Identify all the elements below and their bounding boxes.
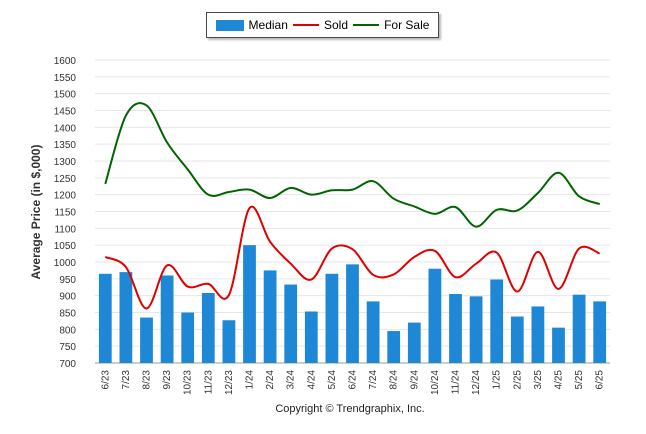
bar-median	[325, 273, 339, 363]
legend: Median Sold For Sale	[206, 12, 439, 38]
bar-median	[428, 268, 442, 363]
bar-median	[366, 301, 380, 363]
y-tick-label: 1150	[54, 208, 76, 219]
x-tick-label: 12/24	[471, 370, 482, 395]
median-bars	[98, 245, 607, 363]
x-tick-label: 10/23	[183, 370, 194, 395]
bar-median	[284, 284, 298, 363]
bar-median	[490, 279, 504, 363]
x-tick-label: 11/23	[203, 370, 214, 395]
y-tick-label: 1450	[54, 107, 77, 118]
x-tick-label: 4/24	[306, 370, 317, 390]
x-tick-label: 1/24	[245, 370, 256, 390]
x-tick-label: 8/24	[389, 370, 400, 390]
legend-label-median: Median	[248, 18, 288, 32]
y-tick-label: 1100	[54, 224, 76, 235]
y-tick-label: 1050	[54, 241, 77, 252]
x-tick-label: 5/24	[327, 370, 338, 390]
x-tick-label: 7/23	[121, 370, 132, 390]
bar-median	[140, 317, 153, 363]
legend-item-median: Median	[215, 18, 288, 32]
x-tick-label: 4/25	[554, 370, 565, 390]
legend-item-for-sale: For Sale	[353, 18, 429, 32]
y-tick-label: 1500	[54, 90, 77, 101]
bar-median	[572, 294, 586, 363]
y-tick-label: 1600	[54, 56, 77, 67]
trend-lines	[104, 102, 601, 310]
y-tick-label: 950	[59, 275, 76, 286]
bar-median	[552, 327, 565, 363]
bar-median	[407, 322, 421, 363]
y-tick-label: 1550	[54, 73, 77, 84]
x-tick-label: 10/24	[430, 370, 441, 395]
x-tick-label: 9/23	[162, 370, 173, 390]
y-tick-label: 1300	[54, 157, 77, 168]
x-tick-label: 6/25	[595, 370, 606, 390]
y-tick-label: 700	[59, 359, 76, 370]
x-tick-label: 9/24	[409, 370, 420, 390]
x-tick-label: 2/24	[265, 370, 276, 390]
bar-median	[304, 311, 318, 363]
y-tick-label: 1000	[54, 258, 77, 269]
y-tick-label: 1400	[54, 123, 77, 134]
y-tick-label: 1350	[54, 140, 77, 151]
x-tick-label: 1/25	[492, 370, 503, 390]
y-tick-label: 900	[59, 292, 76, 303]
x-tick-label: 12/23	[224, 370, 235, 395]
bar-median	[119, 272, 133, 363]
bar-median	[387, 331, 401, 363]
bar-median	[98, 273, 112, 363]
x-tick-label: 6/23	[100, 370, 111, 390]
y-axis-title: Average Price (in $,000)	[29, 144, 43, 280]
bar-median	[181, 312, 195, 363]
bar-median	[222, 320, 236, 363]
x-axis-ticks: 6/23 7/23 8/23 9/23 10/23 11/23 12/23 1/24 2/24 3…	[100, 370, 605, 395]
bar-median	[160, 275, 174, 363]
y-tick-label: 800	[59, 325, 76, 336]
bar-median	[469, 296, 483, 363]
x-tick-label: 7/24	[368, 370, 379, 390]
y-tick-label: 750	[59, 342, 76, 353]
line-sold	[104, 205, 601, 310]
legend-swatch-median	[215, 19, 244, 31]
line-for-sale	[104, 102, 601, 228]
legend-label-sold: Sold	[323, 18, 348, 32]
copyright-footer: Copyright © Trendgraphix, Inc.	[275, 403, 425, 415]
bar-median	[593, 301, 607, 363]
legend-item-sold: Sold	[292, 18, 348, 32]
bar-median	[201, 292, 215, 363]
y-tick-label: 850	[59, 309, 76, 320]
y-tick-label: 1200	[54, 191, 77, 202]
y-axis-ticks: 700 750 800 850 900 950 1000 1050 1100 1150 1200 12…	[54, 56, 77, 370]
bar-median	[263, 270, 277, 363]
y-tick-label: 1250	[54, 174, 77, 185]
legend-swatch-for-sale	[353, 24, 380, 26]
x-tick-label: 2/25	[512, 370, 523, 390]
x-tick-label: 3/24	[286, 370, 297, 390]
x-tick-label: 5/25	[574, 370, 585, 390]
x-tick-label: 11/24	[451, 370, 462, 395]
bar-median	[449, 293, 462, 363]
bar-median	[346, 264, 359, 363]
bar-median	[510, 316, 524, 363]
x-tick-label: 8/23	[142, 370, 153, 390]
bar-median	[531, 306, 545, 363]
legend-swatch-sold	[292, 24, 319, 26]
x-tick-label: 3/25	[533, 370, 544, 390]
legend-label-for-sale: For Sale	[384, 18, 430, 32]
bar-median	[243, 245, 256, 363]
x-tick-label: 6/24	[348, 370, 359, 390]
